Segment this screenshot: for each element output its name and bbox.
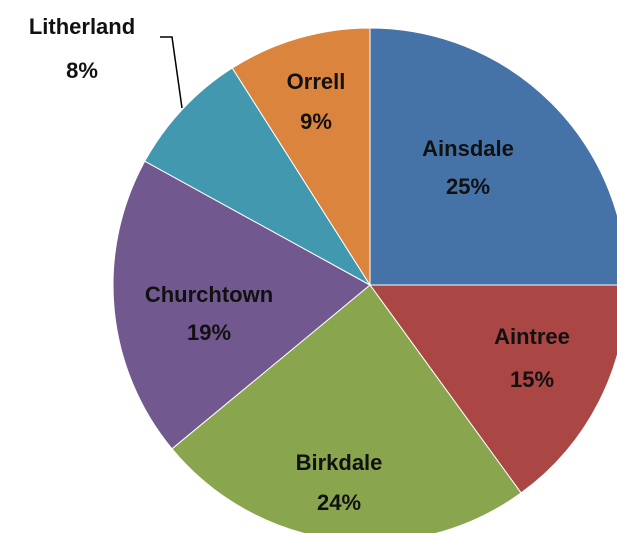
- slice-label: Aintree: [494, 324, 570, 349]
- pie-slice: [112, 160, 371, 450]
- pie-slice: [369, 27, 617, 286]
- pie-slice: [171, 284, 522, 533]
- slice-value-label: 8%: [66, 58, 98, 83]
- slice-value-label: 24%: [317, 490, 361, 515]
- slice-value-label: 15%: [510, 367, 554, 392]
- slice-value-label: 19%: [187, 320, 231, 345]
- slice-label: Birkdale: [296, 450, 383, 475]
- slice-label: Orrell: [287, 69, 346, 94]
- slice-value-label: 9%: [300, 109, 332, 134]
- slice-label: Ainsdale: [422, 136, 514, 161]
- slice-label: Litherland: [29, 14, 135, 39]
- slice-value-label: 25%: [446, 174, 490, 199]
- pie-slice: [144, 67, 371, 286]
- pie-slice: [231, 27, 371, 287]
- pie-slice: [369, 284, 617, 494]
- leader-line: [160, 36, 183, 109]
- slice-label: Churchtown: [145, 282, 273, 307]
